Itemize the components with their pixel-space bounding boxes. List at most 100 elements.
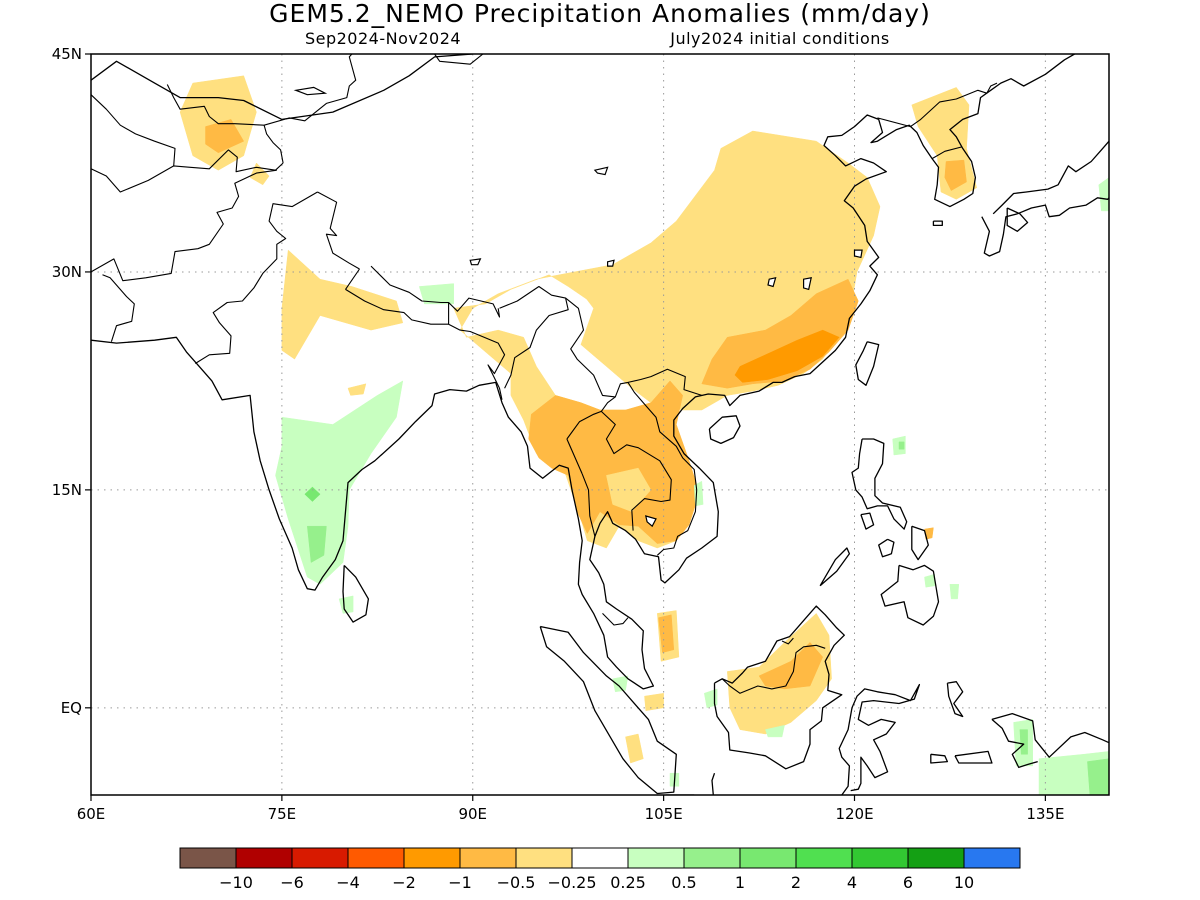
colorbar-swatch-11	[795, 847, 853, 869]
border-24	[877, 82, 998, 128]
coastline-23	[992, 140, 1109, 215]
colorbar: −10 −6 −4 −2 −1 −0.5 −0.25 0.25 0.5 1 2 4 6 10	[179, 847, 1021, 892]
border-11	[370, 265, 449, 304]
anomaly-region-2	[281, 249, 404, 360]
lake-4	[644, 515, 657, 528]
border-14	[565, 297, 629, 398]
anomaly-region-34	[1087, 758, 1109, 795]
colorbar-label-4: −1	[448, 873, 472, 892]
coastline-12	[911, 525, 929, 561]
country-borders	[91, 54, 998, 694]
colorbar-swatch-4	[403, 847, 461, 869]
border-8	[317, 191, 360, 270]
anomaly-region-18	[658, 614, 675, 653]
colorbar-swatch-6	[515, 847, 573, 869]
lake-3	[606, 259, 615, 267]
lon-tick-label-60E: 60E	[77, 805, 106, 823]
coastline-21	[981, 197, 1109, 257]
lake-6	[802, 277, 812, 291]
colorbar-swatch-14	[963, 847, 1021, 869]
colorbar-label-1: −6	[280, 873, 304, 892]
colorbar-label-5: −0.5	[497, 873, 536, 892]
border-0	[91, 149, 284, 193]
colorbar-label-8: 0.5	[671, 873, 696, 892]
anomaly-region-19	[644, 693, 664, 711]
coastline-5	[539, 625, 677, 795]
colorbar-swatch-3	[347, 847, 405, 869]
coastline-17	[930, 753, 949, 764]
border-20	[627, 382, 698, 556]
border-22	[721, 644, 826, 694]
colorbar-label-10: 2	[791, 873, 801, 892]
coastline-10	[851, 438, 908, 530]
coastline-11	[878, 538, 895, 558]
anomaly-region-29	[924, 573, 935, 588]
colorbar-swatch-5	[459, 847, 517, 869]
border-26	[434, 54, 484, 65]
lon-tick-label-105E: 105E	[645, 805, 683, 823]
border-19	[627, 368, 702, 396]
border-12	[448, 323, 506, 400]
coastline-2	[342, 564, 370, 623]
border-6	[263, 54, 357, 126]
anomaly-region-27	[898, 441, 905, 450]
coastline-19	[991, 712, 1109, 758]
colorbar-label-7: 0.25	[610, 873, 646, 892]
lon-tick-label-75E: 75E	[268, 805, 297, 823]
colorbar-swatch-9	[683, 847, 741, 869]
colorbar-swatch-2	[291, 847, 349, 869]
colorbar-swatch-7	[571, 847, 629, 869]
border-7	[91, 94, 176, 166]
anomaly-region-9	[418, 283, 454, 305]
border-23	[781, 637, 794, 645]
lon-tick-label-90E: 90E	[458, 805, 487, 823]
axis-ticks: 60E 75E 90E 105E 120E 135E 45N 30N 15N EQ	[52, 45, 1065, 823]
coastline-15	[860, 512, 875, 530]
coastline-24	[932, 220, 943, 227]
colorbar-label-3: −2	[392, 873, 416, 892]
colorbar-label-11: 4	[847, 873, 857, 892]
initial-conditions-label: July2024 initial conditions	[669, 29, 889, 48]
lake-2	[469, 258, 482, 266]
lat-tick-label-30N: 30N	[52, 263, 82, 281]
coastline-4	[855, 341, 880, 386]
coastline-22	[1006, 207, 1029, 232]
forecast-period: Sep2024-Nov2024	[305, 29, 461, 48]
coastline-0	[91, 54, 473, 121]
border-4	[263, 125, 284, 164]
colorbar-swatch-8	[627, 847, 685, 869]
anomaly-region-14	[734, 329, 840, 383]
lake-0	[293, 86, 328, 96]
lake-7	[853, 249, 863, 259]
coastline-8	[713, 605, 845, 770]
colorbar-label-12: 6	[903, 873, 913, 892]
map-frame	[90, 53, 1110, 796]
lat-tick-label-EQ: EQ	[61, 699, 82, 717]
border-9	[345, 268, 360, 290]
border-13	[499, 285, 569, 389]
border-25	[931, 146, 962, 160]
coastline-3	[708, 415, 741, 445]
colorbar-swatch-12	[851, 847, 909, 869]
coastline-18	[954, 750, 993, 764]
lat-tick-label-45N: 45N	[52, 45, 82, 63]
anomaly-region-32	[1019, 729, 1028, 755]
anomaly-region-13	[701, 278, 859, 389]
colorbar-label-6: −0.25	[547, 873, 596, 892]
lon-tick-label-120E: 120E	[835, 805, 873, 823]
colorbar-swatch-13	[907, 847, 965, 869]
anomaly-region-30	[949, 584, 960, 600]
map-area	[91, 54, 1109, 795]
coastline-13	[880, 564, 940, 626]
coastline-7	[711, 772, 716, 795]
anomaly-region-35	[1098, 177, 1109, 212]
colorbar-swatch-1	[235, 847, 293, 869]
anomaly-region-16	[944, 159, 967, 191]
coastline-20	[991, 718, 1038, 769]
lat-tick-label-15N: 15N	[52, 481, 82, 499]
border-1	[91, 169, 277, 282]
colorbar-label-13: 10	[954, 873, 974, 892]
coastline-9	[838, 683, 921, 795]
border-21	[602, 613, 629, 626]
